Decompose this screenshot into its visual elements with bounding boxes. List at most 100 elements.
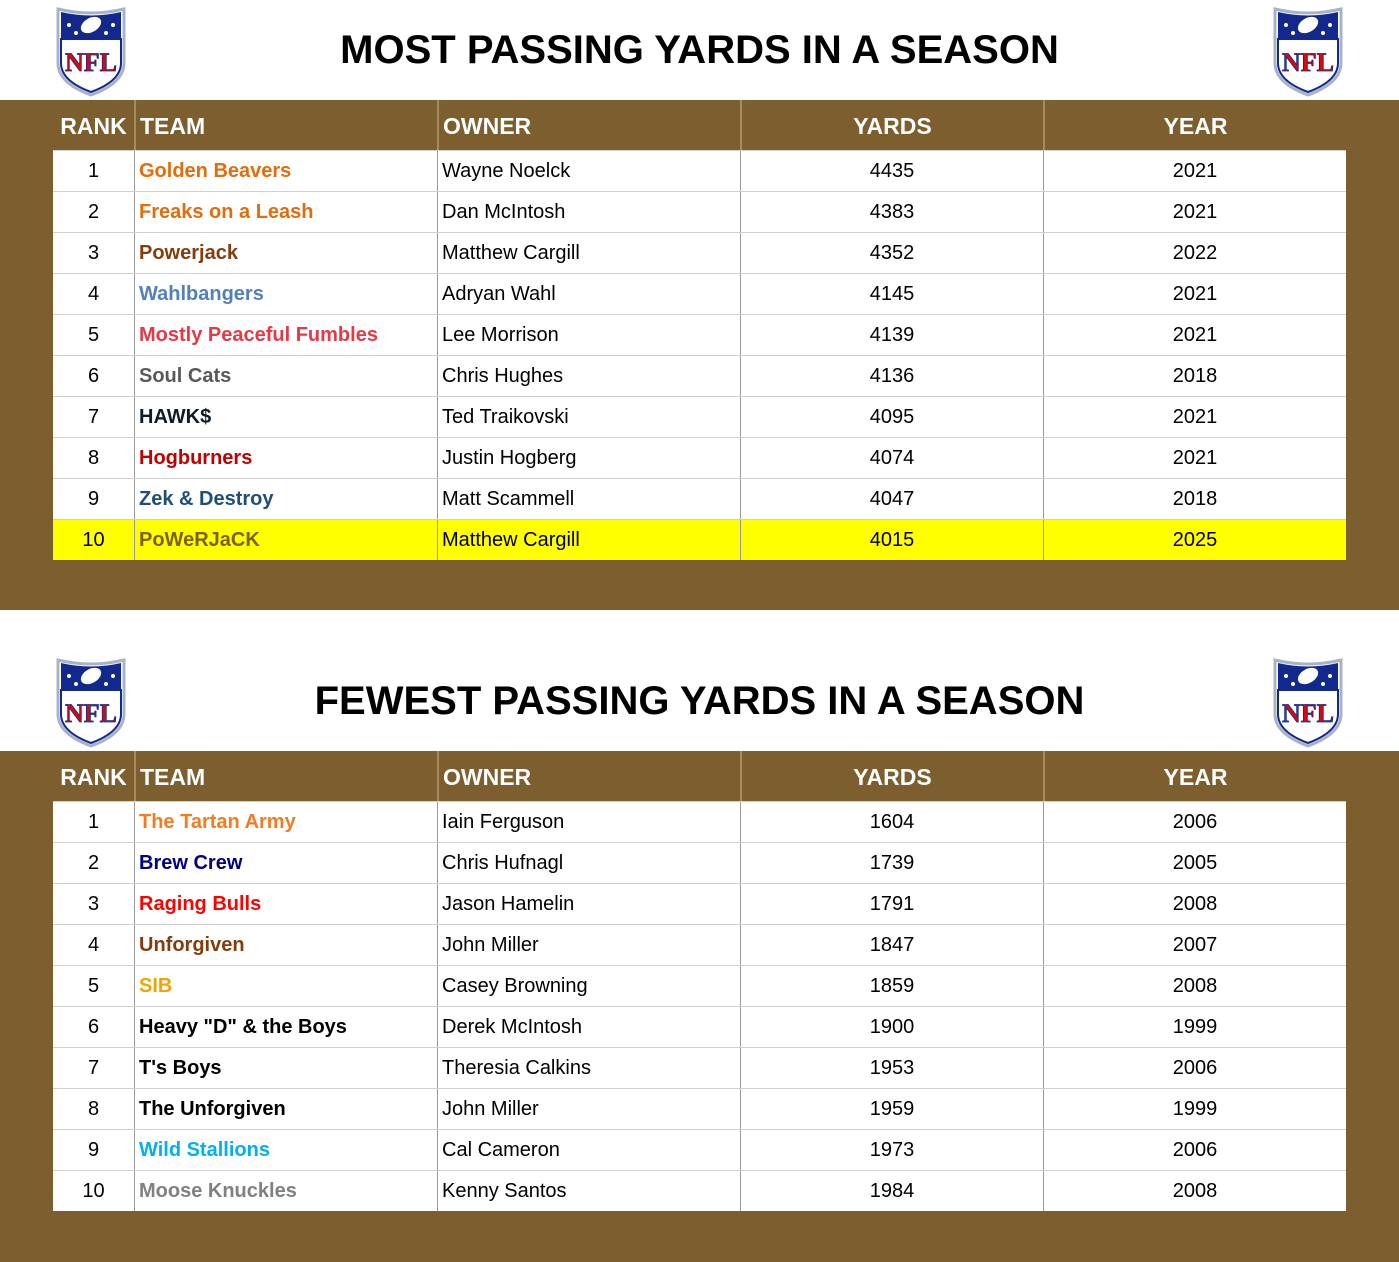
logo-text: NFL (65, 48, 117, 77)
yards-cell: 1791 (740, 884, 1043, 924)
table-row: 6 Heavy "D" & the Boys Derek McIntosh 1900 1… (53, 1006, 1346, 1047)
rank-cell: 10 (82, 529, 105, 551)
yards-cell: 4095 (740, 397, 1043, 437)
table-row: 4 Unforgiven John Miller 1847 2007 (53, 924, 1346, 965)
rank-cell: 3 (87, 893, 100, 915)
owner-cell: Kenny Santos (437, 1171, 740, 1211)
rank-cell: 2 (87, 852, 100, 874)
yards-cell: 1739 (740, 843, 1043, 883)
rank-cell: 6 (87, 365, 100, 387)
rank-cell: 6 (87, 1016, 100, 1038)
team-cell: Wild Stallions (134, 1130, 437, 1170)
logo-shield: NFL (1273, 7, 1343, 97)
year-cell: 2008 (1043, 1171, 1346, 1211)
table-row: 10 Moose Knuckles Kenny Santos 1984 2008 (53, 1170, 1346, 1211)
table-row: 6 Soul Cats Chris Hughes 4136 2018 (53, 355, 1346, 396)
table-row: 8 The Unforgiven John Miller 1959 1999 (53, 1088, 1346, 1129)
column-header: YARDS (740, 751, 1043, 801)
nfl-logo: NFL (52, 654, 130, 748)
yards-cell: 1959 (740, 1089, 1043, 1129)
table-band: RANK TEAM OWNER YARDS YEAR 1 The Tartan Army Ia… (0, 751, 1399, 1262)
year-cell: 2018 (1043, 479, 1346, 519)
table-row: 10 PoWeRJaCK Matthew Cargill 4015 2025 (53, 519, 1346, 560)
rank-cell: 7 (87, 406, 100, 428)
owner-cell: Dan McIntosh (437, 192, 740, 232)
rank-cell: 8 (87, 447, 100, 469)
section-header: NFL NFL FEWEST PASSING YARDS IN A SEASON (0, 651, 1399, 751)
year-cell: 2006 (1043, 1130, 1346, 1170)
yards-cell: 1973 (740, 1130, 1043, 1170)
table-section: NFL NFL FEWEST PASSING YARDS IN A SEASON RA… (0, 651, 1399, 1262)
rank-cell: 9 (87, 488, 100, 510)
year-cell: 2021 (1043, 438, 1346, 478)
table-row: 9 Zek & Destroy Matt Scammell 4047 2018 (53, 478, 1346, 519)
column-header: OWNER (437, 751, 740, 801)
table-row: 2 Freaks on a Leash Dan McIntosh 4383 2021 (53, 191, 1346, 232)
year-cell: 2008 (1043, 884, 1346, 924)
rank-cell: 8 (87, 1098, 100, 1120)
logo-shield: NFL (1273, 658, 1343, 748)
owner-cell: Justin Hogberg (437, 438, 740, 478)
table-row: 5 Mostly Peaceful Fumbles Lee Morrison 4139… (53, 314, 1346, 355)
logo-text: NFL (1282, 699, 1334, 728)
year-cell: 2025 (1043, 520, 1346, 560)
yards-cell: 4145 (740, 274, 1043, 314)
year-cell: 2022 (1043, 233, 1346, 273)
yards-cell: 1984 (740, 1171, 1043, 1211)
section-header: NFL NFL MOST PASSING YARDS IN A SEASON (0, 0, 1399, 100)
team-cell: Heavy "D" & the Boys (134, 1007, 437, 1047)
section-title: MOST PASSING YARDS IN A SEASON (340, 28, 1059, 72)
year-cell: 2021 (1043, 315, 1346, 355)
column-header: TEAM (134, 751, 437, 801)
table-row: 2 Brew Crew Chris Hufnagl 1739 2005 (53, 842, 1346, 883)
rank-cell: 1 (87, 811, 100, 833)
header-row: RANK TEAM OWNER YARDS YEAR (53, 751, 1346, 801)
team-cell: Zek & Destroy (134, 479, 437, 519)
table-row: 3 Powerjack Matthew Cargill 4352 2022 (53, 232, 1346, 273)
nfl-logo: NFL (1269, 3, 1347, 97)
team-cell: T's Boys (134, 1048, 437, 1088)
owner-cell: John Miller (437, 925, 740, 965)
table-row: 1 Golden Beavers Wayne Noelck 4435 2021 (53, 150, 1346, 191)
year-cell: 2021 (1043, 192, 1346, 232)
team-cell: Moose Knuckles (134, 1171, 437, 1211)
owner-cell: Matthew Cargill (437, 233, 740, 273)
yards-cell: 1900 (740, 1007, 1043, 1047)
owner-cell: Wayne Noelck (437, 151, 740, 191)
year-cell: 2021 (1043, 274, 1346, 314)
team-cell: Unforgiven (134, 925, 437, 965)
column-header: YARDS (740, 100, 1043, 150)
owner-cell: Casey Browning (437, 966, 740, 1006)
table-band: RANK TEAM OWNER YARDS YEAR 1 Golden Beavers Way… (0, 100, 1399, 610)
table-row: 8 Hogburners Justin Hogberg 4074 2021 (53, 437, 1346, 478)
rank-cell: 4 (87, 283, 100, 305)
table-row: 7 T's Boys Theresia Calkins 1953 2006 (53, 1047, 1346, 1088)
table-row: 4 Wahlbangers Adryan Wahl 4145 2021 (53, 273, 1346, 314)
rank-cell: 9 (87, 1139, 100, 1161)
team-cell: PoWeRJaCK (134, 520, 437, 560)
yards-cell: 4136 (740, 356, 1043, 396)
yards-cell: 4352 (740, 233, 1043, 273)
yards-cell: 4435 (740, 151, 1043, 191)
year-cell: 2021 (1043, 397, 1346, 437)
logo-shield: NFL (56, 658, 126, 748)
rank-cell: 4 (87, 934, 100, 956)
header-row: RANK TEAM OWNER YARDS YEAR (53, 100, 1346, 150)
owner-cell: Chris Hufnagl (437, 843, 740, 883)
rank-cell: 1 (87, 160, 100, 182)
owner-cell: Chris Hughes (437, 356, 740, 396)
column-header: RANK (60, 113, 127, 139)
year-cell: 2021 (1043, 151, 1346, 191)
team-cell: Wahlbangers (134, 274, 437, 314)
owner-cell: Jason Hamelin (437, 884, 740, 924)
owner-cell: Matthew Cargill (437, 520, 740, 560)
column-header: YEAR (1043, 751, 1346, 801)
table-row: 7 HAWK$ Ted Traikovski 4095 2021 (53, 396, 1346, 437)
team-cell: The Tartan Army (134, 802, 437, 842)
year-cell: 2006 (1043, 802, 1346, 842)
nfl-logo: NFL (1269, 654, 1347, 748)
owner-cell: Matt Scammell (437, 479, 740, 519)
yards-cell: 1953 (740, 1048, 1043, 1088)
team-cell: The Unforgiven (134, 1089, 437, 1129)
